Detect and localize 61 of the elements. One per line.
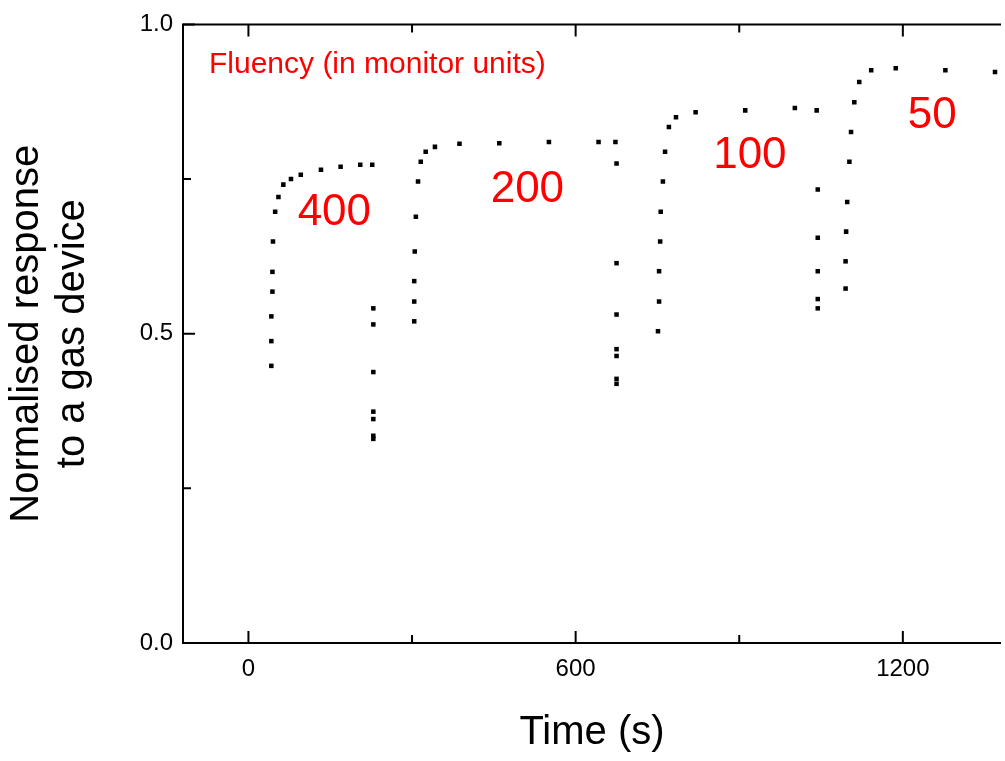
point [614, 346, 619, 352]
point [815, 187, 821, 192]
y-tick-label: 0.5 [139, 318, 173, 346]
point [269, 363, 274, 369]
point [656, 299, 662, 304]
point [843, 259, 848, 264]
point [893, 66, 899, 71]
annotation: 400 [297, 184, 372, 234]
point [693, 109, 698, 115]
x-tick-label: 1200 [876, 654, 930, 682]
point [658, 209, 663, 215]
point [412, 249, 418, 254]
point [269, 338, 274, 344]
point [614, 312, 619, 317]
point [847, 159, 852, 164]
point [371, 369, 376, 375]
point [281, 182, 286, 187]
y-tick-label: 0.0 [139, 627, 173, 655]
point [270, 239, 276, 244]
point [276, 194, 281, 200]
point [614, 260, 619, 266]
point [371, 322, 376, 327]
annotation: 200 [490, 162, 565, 212]
point [943, 67, 948, 73]
x-axis-title: Time (s) [519, 708, 665, 753]
point [338, 164, 343, 169]
annotation: Fluency (in monitor units) [209, 45, 546, 79]
point [843, 229, 849, 234]
point [815, 306, 821, 311]
x-tick-label: 0 [241, 654, 256, 682]
point [596, 139, 601, 145]
y-axis-title: Normalised response to a gas device [2, 144, 93, 523]
point [270, 269, 275, 275]
point [742, 108, 748, 113]
point [415, 179, 421, 184]
annotation: 50 [907, 88, 957, 138]
point [614, 353, 619, 359]
point [270, 289, 275, 294]
annotation: 100 [713, 128, 787, 178]
x-tick-label: 600 [555, 654, 596, 682]
point [613, 139, 618, 145]
point [843, 286, 848, 291]
point [614, 161, 619, 166]
point [852, 100, 857, 105]
point [614, 376, 619, 382]
point [269, 314, 274, 319]
point [298, 172, 304, 177]
point [657, 239, 663, 244]
y-tick-label: 1.0 [139, 9, 173, 37]
point [497, 140, 502, 146]
point [614, 381, 619, 387]
point [418, 159, 424, 164]
point [371, 306, 376, 311]
point [660, 179, 666, 184]
point [423, 149, 428, 155]
point [411, 319, 417, 324]
point [371, 409, 376, 414]
point [411, 299, 417, 304]
point [457, 141, 462, 147]
point [371, 416, 376, 422]
point [814, 108, 819, 113]
